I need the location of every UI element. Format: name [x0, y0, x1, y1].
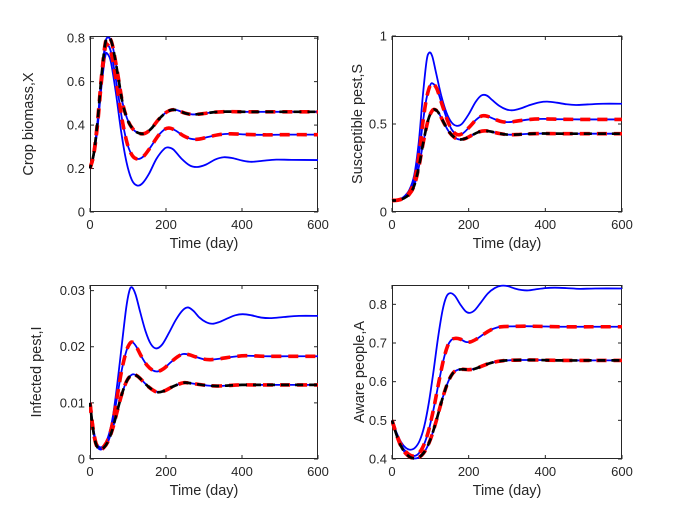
y-axis-label: Crop biomass,X	[21, 72, 37, 175]
x-tick-label: 600	[611, 217, 633, 232]
y-tick-label: 0.02	[60, 339, 85, 354]
x-axis-label: Time (day)	[473, 483, 542, 499]
x-tick-label: 0	[388, 464, 395, 479]
y-tick-label: 0.4	[369, 452, 387, 467]
x-axis-label: Time (day)	[170, 236, 239, 252]
y-tick-label: 0.5	[369, 117, 387, 132]
y-tick-label: 0.01	[60, 395, 85, 410]
curve-susceptible-pest-case-red-dashed-red-layer	[391, 81, 623, 203]
curve-susceptible-pest-case-black-dashdot-red-layer	[391, 107, 623, 203]
y-tick-label: 0	[78, 452, 85, 467]
y-tick-label: 0.2	[67, 161, 85, 176]
subplot-infected-pest: 0 200 400 600 0 0.01 0.02 0.03 Time (day) Infecte…	[0, 260, 346, 519]
x-tick-label: 200	[458, 464, 480, 479]
y-tick-label: 0	[380, 205, 387, 220]
curve-infected-pest-case-red-dashed-red-layer	[89, 340, 318, 451]
y-tick-label: 0	[78, 205, 85, 220]
y-tick-label: 0.6	[67, 74, 85, 89]
y-tick-label: 0.7	[369, 336, 387, 351]
x-tick-label: 200	[155, 217, 177, 232]
x-axis-label: Time (day)	[473, 236, 542, 252]
curves	[391, 51, 623, 203]
y-tick-label: 0.6	[369, 374, 387, 389]
x-tick-label: 400	[534, 217, 556, 232]
y-tick-label: 0.8	[67, 31, 85, 46]
axis-ticks	[391, 35, 623, 213]
curve-aware-people-case-black-dashdot-black-layer	[391, 358, 622, 460]
y-axis-label: Infected pest,I	[29, 326, 45, 417]
y-tick-label: 0.03	[60, 283, 85, 298]
axis-ticks	[89, 285, 319, 460]
axes-box	[90, 285, 318, 459]
x-tick-label: 0	[86, 464, 93, 479]
curve-crop-biomass-case-black-dashdot-black-layer	[89, 36, 318, 169]
x-tick-label: 200	[155, 464, 177, 479]
curve-aware-people-case-black-dashdot-blue-layer	[391, 359, 622, 460]
curves	[391, 284, 623, 461]
curve-aware-people-case-red-dashed-red-layer	[391, 324, 622, 458]
curve-susceptible-pest-case-black-dashdot-black-layer	[391, 108, 623, 202]
curve-aware-people-case-black-dashdot-red-layer	[391, 358, 622, 461]
curve-crop-biomass-case-blue-solid-blue-layer	[89, 51, 319, 187]
y-tick-label: 0.4	[67, 118, 85, 133]
curves	[89, 286, 319, 452]
subplot-susceptible-pest: 0 200 400 600 0 0.5 1 Time (day) Susceptible pes…	[346, 0, 692, 260]
subplot-crop-biomass: 0 200 400 600 0 0.2 0.4 0.6 0.8 Time (day) Crop bi…	[0, 0, 346, 260]
curve-infected-pest-case-blue-solid-blue-layer	[89, 286, 319, 449]
x-tick-label: 600	[611, 464, 633, 479]
y-axis-label: Aware people,A	[352, 321, 368, 423]
x-tick-label: 600	[307, 464, 329, 479]
curve-susceptible-pest-case-red-dashed-blue-layer	[391, 82, 623, 202]
curve-susceptible-pest-case-blue-solid-blue-layer	[391, 51, 623, 201]
curve-aware-people-case-blue-solid-blue-layer	[391, 284, 623, 451]
x-axis-label: Time (day)	[170, 483, 239, 499]
x-tick-label: 400	[534, 464, 556, 479]
y-tick-label: 0.8	[369, 297, 387, 312]
curves	[89, 35, 319, 187]
y-tick-label: 0.5	[369, 413, 387, 428]
plot-canvas-crop-biomass: 0 200 400 600 0 0.2 0.4 0.6 0.8 Time (day) Crop bi…	[21, 31, 329, 252]
subplot-aware-people: 0 200 400 600 0.4 0.5 0.6 0.7 0.8 Time (day) Aware…	[346, 260, 692, 519]
curve-infected-pest-case-black-dashdot-black-layer	[89, 372, 318, 451]
y-axis-label: Susceptible pest,S	[350, 64, 366, 184]
plot-canvas-aware-people: 0 200 400 600 0.4 0.5 0.6 0.7 0.8 Time (day) Aware…	[352, 284, 633, 499]
x-tick-label: 200	[458, 217, 480, 232]
y-tick-label: 1	[380, 29, 387, 44]
x-tick-label: 0	[388, 217, 395, 232]
x-tick-label: 400	[231, 464, 253, 479]
axis-ticks	[89, 36, 319, 213]
plot-canvas-infected-pest: 0 200 400 600 0 0.01 0.02 0.03 Time (day) Infecte…	[29, 283, 329, 499]
x-tick-label: 400	[231, 217, 253, 232]
x-tick-label: 0	[86, 217, 93, 232]
plot-canvas-susceptible-pest: 0 200 400 600 0 0.5 1 Time (day) Susceptible pes…	[350, 29, 633, 253]
axes-box	[90, 36, 318, 212]
x-tick-label: 600	[307, 217, 329, 232]
